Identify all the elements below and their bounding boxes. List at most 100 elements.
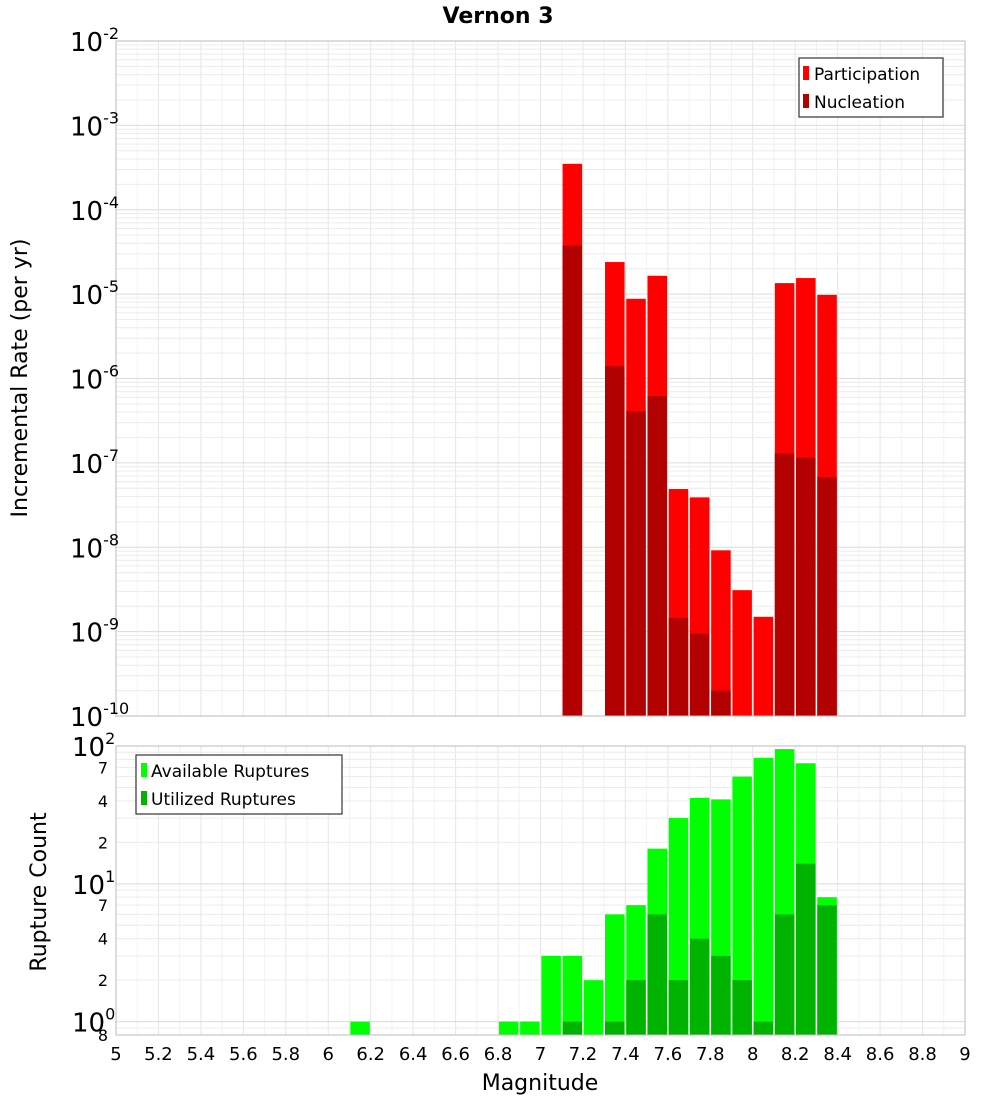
bottom-plot: 100 101 102 8 2 4 7 2 4 7 5 5.2 5.4 5.6 5.8 6 6.2 6.4 6.6… [27, 729, 971, 1096]
bar-utilized-ruptures [796, 863, 816, 1035]
y-tick-label: 10-8 [70, 530, 119, 564]
chart-title: Vernon 3 [443, 4, 554, 29]
y-tick-label: 10-3 [70, 108, 119, 142]
bar-utilized-ruptures [562, 1021, 583, 1035]
bar-available-ruptures [498, 1021, 519, 1035]
x-tick-label: 5.4 [187, 1044, 216, 1065]
y-tick-label: 10-5 [70, 277, 119, 311]
x-tick-label: 5.8 [271, 1044, 300, 1065]
legend-label-nucleation: Nucleation [814, 93, 905, 113]
y-minor-tick-label: 4 [98, 930, 108, 949]
bar-utilized-ruptures [689, 938, 710, 1035]
top-legend: Participation Nucleation [798, 57, 944, 118]
bottom-legend: Available Ruptures Utilized Ruptures [135, 754, 343, 815]
y-tick-label: 10-10 [70, 699, 129, 733]
y-tick-label: 100 [72, 1005, 115, 1039]
bar-utilized-ruptures [626, 980, 646, 1035]
bar-utilized-ruptures [774, 914, 795, 1035]
x-tick-label: 8.6 [866, 1044, 895, 1065]
bar-utilized-ruptures [711, 955, 731, 1035]
bar-available-ruptures [520, 1021, 540, 1035]
x-tick-label: 5 [110, 1044, 121, 1065]
y-minor-tick-label: 7 [98, 758, 108, 777]
y-tick-label: 10-4 [70, 193, 119, 227]
bar-utilized-ruptures [668, 980, 689, 1035]
x-tick-label: 8 [747, 1044, 758, 1065]
y-minor-tick-label: 4 [98, 792, 108, 811]
top-bars [562, 163, 837, 717]
x-tick-label: 7.8 [696, 1044, 725, 1065]
legend-label-participation: Participation [814, 65, 920, 85]
x-tick-label: 6.8 [484, 1044, 513, 1065]
y-minor-tick-label: 2 [98, 971, 108, 990]
bar-utilized-ruptures [605, 1021, 625, 1035]
bar-nucleation [605, 366, 625, 716]
y-minor-tick-label: 8 [98, 1026, 108, 1045]
y-tick-label: 10-2 [70, 24, 119, 58]
bottom-y-ticks: 100 101 102 8 2 4 7 2 4 7 [72, 729, 115, 1045]
y-tick-label: 102 [72, 729, 115, 763]
y-minor-tick-label: 2 [98, 833, 108, 852]
x-tick-label: 5.6 [229, 1044, 258, 1065]
bar-utilized-ruptures [732, 980, 752, 1035]
x-tick-label: 7 [535, 1044, 546, 1065]
x-ticks: 5 5.2 5.4 5.6 5.8 6 6.2 6.4 6.6 6.8 7 7.2 7.4 7.6 7.8 8… [110, 1044, 970, 1065]
legend-swatch-nucleation [803, 94, 809, 108]
bar-available-ruptures [562, 955, 583, 1035]
legend-swatch-participation [803, 66, 809, 80]
legend-label-available-ruptures: Available Ruptures [151, 762, 309, 782]
y-tick-label: 10-9 [70, 615, 119, 649]
x-tick-label: 6.4 [399, 1044, 428, 1065]
bar-utilized-ruptures [817, 905, 837, 1035]
x-tick-label: 9 [959, 1044, 970, 1065]
x-tick-label: 6 [323, 1044, 334, 1065]
top-plot: 10-10 10-9 10-8 10-7 10-6 10-5 10-4 10-3 10-2 In… [8, 24, 966, 733]
bottom-y-axis-label: Rupture Count [27, 812, 52, 972]
bar-nucleation [774, 453, 795, 716]
bar-available-ruptures [605, 914, 625, 1035]
bar-available-ruptures [541, 955, 561, 1035]
x-tick-label: 6.2 [356, 1044, 385, 1065]
y-tick-label: 10-6 [70, 362, 119, 396]
bar-available-ruptures [350, 1021, 370, 1035]
x-tick-label: 7.2 [569, 1044, 598, 1065]
x-tick-label: 8.4 [823, 1044, 852, 1065]
bottom-bars [350, 749, 837, 1035]
bar-participation [711, 550, 731, 716]
legend-swatch-utilized-ruptures [141, 791, 147, 805]
x-tick-label: 5.2 [144, 1044, 173, 1065]
bar-available-ruptures [732, 776, 752, 1035]
x-tick-label: 6.6 [441, 1044, 470, 1065]
legend-swatch-available-ruptures [141, 763, 147, 777]
bar-nucleation [796, 457, 816, 716]
bar-nucleation [817, 477, 837, 716]
top-legend-box [798, 57, 944, 118]
x-axis-label: Magnitude [482, 1071, 599, 1096]
x-tick-label: 7.4 [611, 1044, 640, 1065]
bar-utilized-ruptures [647, 914, 668, 1035]
bar-nucleation [668, 618, 689, 716]
bar-nucleation [647, 396, 668, 716]
top-plot-border [115, 40, 966, 717]
top-y-axis-label: Incremental Rate (per yr) [8, 239, 33, 518]
bar-participation [753, 616, 774, 716]
bar-utilized-ruptures [753, 1021, 774, 1035]
bar-nucleation [711, 690, 731, 716]
x-tick-label: 8.2 [781, 1044, 810, 1065]
y-tick-label: 10-7 [70, 446, 119, 480]
bar-nucleation [562, 245, 583, 717]
bar-available-ruptures [583, 980, 604, 1035]
bar-participation [732, 590, 752, 716]
y-tick-label: 101 [72, 867, 115, 901]
bar-nucleation [689, 633, 710, 716]
x-tick-label: 8.8 [908, 1044, 937, 1065]
bottom-legend-box [135, 754, 343, 815]
x-tick-label: 7.6 [654, 1044, 683, 1065]
top-y-ticks: 10-10 10-9 10-8 10-7 10-6 10-5 10-4 10-3 10-2 [70, 24, 129, 733]
top-grid [115, 41, 966, 717]
y-minor-tick-label: 7 [98, 896, 108, 915]
bar-nucleation [626, 411, 646, 716]
bar-available-ruptures [753, 757, 774, 1035]
bottom-plot-border [115, 745, 966, 1036]
